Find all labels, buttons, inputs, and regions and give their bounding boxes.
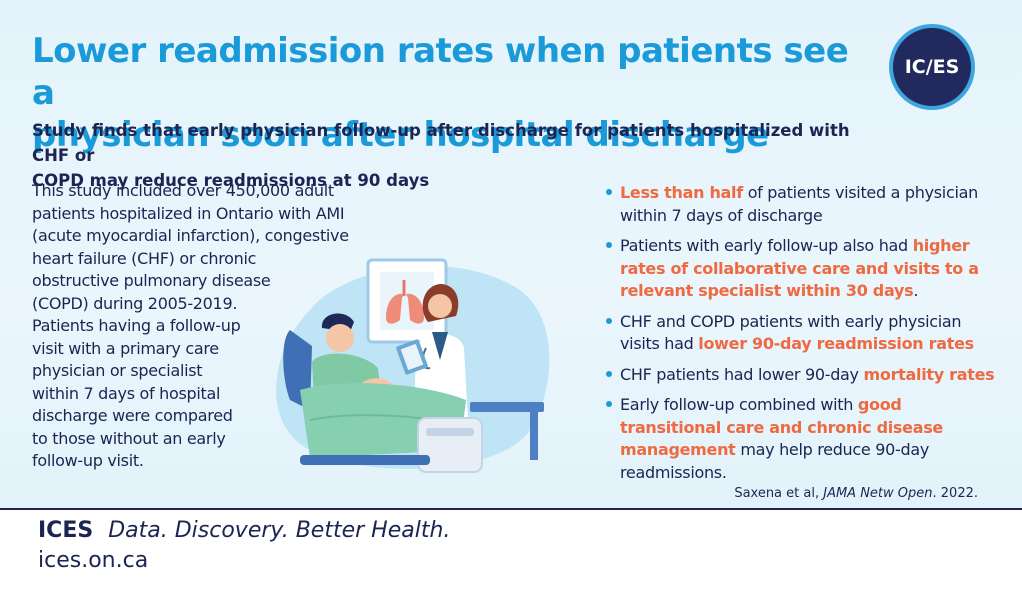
- intro-line: This study included over 450,000 adult: [32, 181, 334, 200]
- list-item: Patients with early follow-up also had h…: [604, 235, 1004, 303]
- list-item: Less than half of patients visited a phy…: [604, 182, 1004, 227]
- logo-text: IC/ES: [904, 56, 960, 78]
- subtitle-line-1: Study finds that early physician follow-…: [32, 121, 850, 165]
- citation: Saxena et al, JAMA Netw Open. 2022.: [734, 486, 978, 501]
- footer-divider: [0, 508, 1022, 510]
- footer-brand: ICES Data. Discovery. Better Health.: [38, 518, 450, 543]
- findings-list: Less than half of patients visited a phy…: [604, 182, 1004, 492]
- citation-year: . 2022.: [932, 486, 978, 501]
- citation-authors: Saxena et al,: [734, 486, 824, 501]
- intro-line: follow-up visit.: [32, 451, 144, 470]
- page-title: Lower readmission rates when patients se…: [32, 30, 852, 156]
- list-item: CHF and COPD patients with early physici…: [604, 311, 1004, 356]
- footer-tagline: Data. Discovery. Better Health.: [108, 518, 451, 543]
- infographic-panel: Lower readmission rates when patients se…: [0, 0, 1022, 508]
- intro-paragraph: This study included over 450,000 adult p…: [32, 180, 382, 473]
- intro-line: (acute myocardial infarction), congestiv…: [32, 226, 349, 245]
- ices-logo: IC/ES: [889, 24, 975, 110]
- intro-line: discharge were compared: [32, 406, 233, 425]
- intro-line: (COPD) during 2005-2019.: [32, 293, 238, 313]
- list-item: CHF patients had lower 90-day mortality …: [604, 364, 1004, 387]
- citation-journal: JAMA Netw Open: [823, 486, 933, 501]
- highlight-text: higher rates of collaborative care and v…: [620, 236, 979, 300]
- intro-line: obstructive pulmonary disease: [32, 271, 271, 290]
- lungs-xray-icon: [366, 258, 448, 344]
- intro-line: to those without an early: [32, 428, 226, 448]
- subtitle-line-2: COPD may reduce readmissions at 90 days: [32, 171, 430, 190]
- intro-line: visit with a primary care: [32, 338, 219, 358]
- intro-line: Patients having a follow-up: [32, 316, 241, 335]
- intro-line: heart failure (CHF) or chronic: [32, 248, 257, 268]
- highlight-text: good transitional care and chronic disea…: [620, 395, 943, 459]
- list-item: Early follow-up combined with good trans…: [604, 394, 1004, 484]
- highlight-text: mortality rates: [863, 364, 995, 384]
- doctor-patient-bed-illustration: [276, 258, 550, 473]
- intro-line: within 7 days of hospital: [32, 383, 221, 403]
- highlight-text: Less than half: [620, 183, 743, 202]
- title-line-1: Lower readmission rates when patients se…: [32, 31, 849, 113]
- title-line-2: physician soon after hospital discharge: [32, 115, 769, 155]
- footer-brand-name: ICES: [38, 518, 94, 543]
- intro-line: patients hospitalized in Ontario with AM…: [32, 203, 345, 223]
- highlight-text: lower 90-day readmission rates: [698, 334, 974, 353]
- footer-url-link[interactable]: ices.on.ca: [38, 548, 149, 573]
- subtitle: Study finds that early physician follow-…: [32, 118, 892, 193]
- intro-line: physician or specialist: [32, 361, 203, 380]
